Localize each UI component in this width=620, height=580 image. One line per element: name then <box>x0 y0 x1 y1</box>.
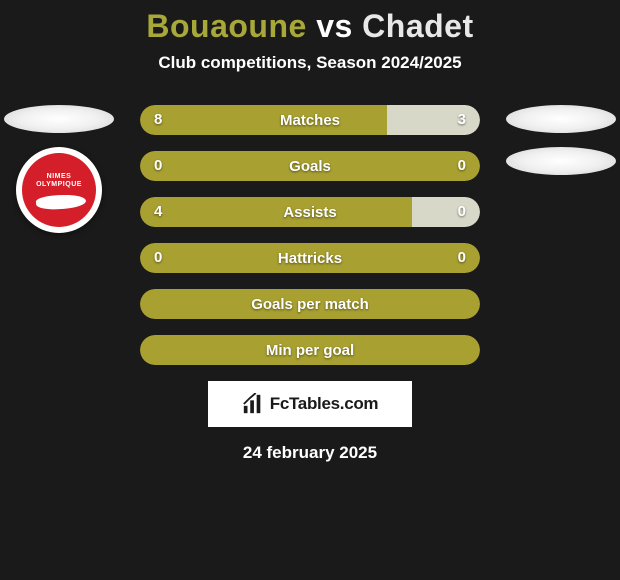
bar-segment-full <box>140 335 480 365</box>
footer-badge[interactable]: FcTables.com <box>208 381 412 427</box>
comparison-card: Bouaoune vs Chadet Club competitions, Se… <box>0 0 620 463</box>
player2-club-placeholder <box>506 147 616 175</box>
bar-value-right: 0 <box>458 151 466 181</box>
bar-segment-full <box>140 243 480 273</box>
bar-segment-right <box>412 197 480 227</box>
stat-bars: 83Matches00Goals40Assists00HattricksGoal… <box>140 105 480 365</box>
club-logo-line2: OLYMPIQUE <box>36 181 82 188</box>
club-logo-line1: NIMES <box>47 173 72 180</box>
bar-value-right: 3 <box>458 105 466 135</box>
title-player2: Chadet <box>362 8 473 44</box>
bar-value-left: 0 <box>154 151 162 181</box>
title-vs: vs <box>316 8 353 44</box>
date-label: 24 february 2025 <box>0 443 620 463</box>
bar-segment-full <box>140 151 480 181</box>
stat-bar-row: Min per goal <box>140 335 480 365</box>
player1-avatar-column: NIMES OLYMPIQUE <box>4 105 114 233</box>
title-player1: Bouaoune <box>146 8 306 44</box>
subtitle: Club competitions, Season 2024/2025 <box>0 53 620 73</box>
bar-value-left: 4 <box>154 197 162 227</box>
stat-bar-row: 00Hattricks <box>140 243 480 273</box>
player2-avatar-column <box>506 105 616 189</box>
crocodile-icon <box>36 193 87 210</box>
footer-brand-text: FcTables.com <box>270 394 379 414</box>
stat-bar-row: 40Assists <box>140 197 480 227</box>
stat-bar-row: Goals per match <box>140 289 480 319</box>
bar-segment-full <box>140 289 480 319</box>
bar-value-left: 8 <box>154 105 162 135</box>
bar-segment-left <box>140 105 387 135</box>
player1-club-logo: NIMES OLYMPIQUE <box>16 147 102 233</box>
player2-silhouette <box>506 105 616 133</box>
main-area: NIMES OLYMPIQUE 83Matches00Goals40Assist… <box>0 105 620 365</box>
bar-value-right: 0 <box>458 197 466 227</box>
bar-value-right: 0 <box>458 243 466 273</box>
page-title: Bouaoune vs Chadet <box>0 8 620 45</box>
fctables-logo-icon <box>242 393 264 415</box>
player1-silhouette <box>4 105 114 133</box>
stat-bar-row: 83Matches <box>140 105 480 135</box>
stat-bar-row: 00Goals <box>140 151 480 181</box>
bar-segment-right <box>387 105 480 135</box>
bar-value-left: 0 <box>154 243 162 273</box>
bar-segment-left <box>140 197 412 227</box>
